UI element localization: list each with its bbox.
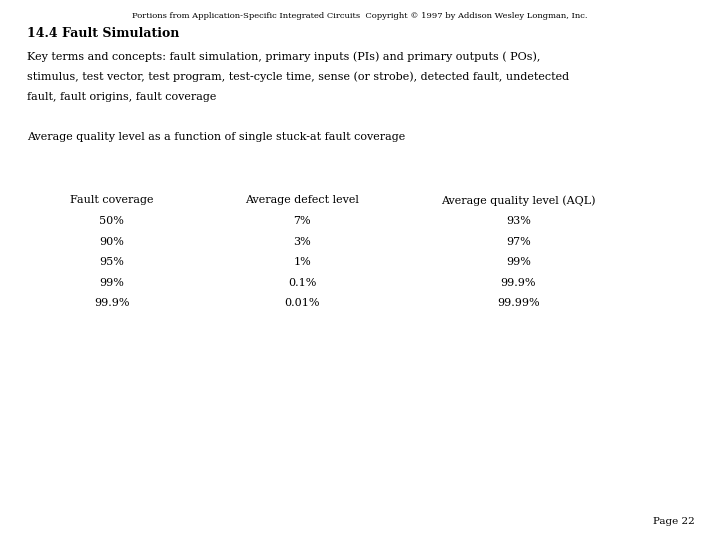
Text: 0.1%: 0.1%: [288, 278, 317, 288]
Text: 95%: 95%: [99, 257, 124, 267]
Text: 97%: 97%: [506, 237, 531, 247]
Text: 99.9%: 99.9%: [94, 298, 130, 308]
Text: Page 22: Page 22: [653, 517, 695, 526]
Text: 3%: 3%: [294, 237, 311, 247]
Text: 50%: 50%: [99, 216, 124, 226]
Text: Average defect level: Average defect level: [246, 195, 359, 206]
Text: 99.9%: 99.9%: [500, 278, 536, 288]
Text: Fault coverage: Fault coverage: [70, 195, 153, 206]
Text: 7%: 7%: [294, 216, 311, 226]
Text: Average quality level (AQL): Average quality level (AQL): [441, 195, 595, 206]
Text: 93%: 93%: [506, 216, 531, 226]
Text: stimulus, test vector, test program, test-cycle time, sense (or strobe), detecte: stimulus, test vector, test program, tes…: [27, 72, 570, 83]
Text: Portions from Application-Specific Integrated Circuits  Copyright © 1997 by Addi: Portions from Application-Specific Integ…: [132, 12, 588, 20]
Text: 0.01%: 0.01%: [284, 298, 320, 308]
Text: Key terms and concepts: fault simulation, primary inputs (PIs) and primary outpu: Key terms and concepts: fault simulation…: [27, 51, 541, 62]
Text: 1%: 1%: [294, 257, 311, 267]
Text: 99%: 99%: [99, 278, 124, 288]
Text: 90%: 90%: [99, 237, 124, 247]
Text: fault, fault origins, fault coverage: fault, fault origins, fault coverage: [27, 92, 217, 103]
Text: Average quality level as a function of single stuck-at fault coverage: Average quality level as a function of s…: [27, 132, 405, 143]
Text: 99.99%: 99.99%: [497, 298, 540, 308]
Text: 14.4 Fault Simulation: 14.4 Fault Simulation: [27, 27, 180, 40]
Text: 99%: 99%: [506, 257, 531, 267]
